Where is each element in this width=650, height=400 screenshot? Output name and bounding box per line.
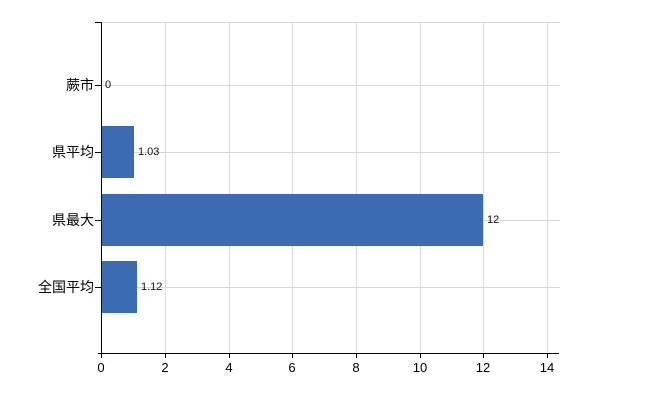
category-label: 全国平均: [38, 279, 94, 295]
x-tick: [420, 354, 421, 358]
x-gridline: [292, 22, 293, 353]
x-tick: [101, 354, 102, 358]
bar: [102, 194, 483, 246]
category-label: 県平均: [52, 144, 94, 160]
category-label: 蕨市: [66, 77, 94, 93]
x-gridline: [483, 22, 484, 353]
y-tick: [95, 85, 101, 86]
y-gridline: [101, 287, 560, 288]
y-axis-top-tick: [95, 22, 101, 23]
x-tick-label: 10: [412, 360, 428, 375]
x-tick-label: 8: [352, 360, 360, 375]
x-gridline: [165, 22, 166, 353]
bar: [102, 126, 134, 178]
x-tick-label: 14: [539, 360, 555, 375]
bar-value-label: 12: [487, 214, 500, 226]
x-gridline: [547, 22, 548, 353]
x-tick: [356, 354, 357, 358]
x-tick: [165, 354, 166, 358]
x-axis-line: [98, 353, 559, 354]
x-tick-label: 4: [225, 360, 233, 375]
x-tick: [547, 354, 548, 358]
x-tick-label: 12: [475, 360, 491, 375]
y-tick: [95, 220, 101, 221]
y-tick: [95, 287, 101, 288]
bar-value-label: 1.12: [141, 281, 163, 293]
bar: [102, 261, 137, 313]
y-gridline: [101, 152, 560, 153]
y-gridline: [101, 85, 560, 86]
x-tick-label: 2: [161, 360, 169, 375]
x-gridline: [420, 22, 421, 353]
x-tick: [229, 354, 230, 358]
plot-top-frame-line: [101, 22, 560, 23]
bar-value-label: 0: [105, 79, 112, 91]
x-tick: [483, 354, 484, 358]
x-gridline: [229, 22, 230, 353]
y-axis-line: [101, 22, 102, 354]
y-tick: [95, 152, 101, 153]
x-gridline: [356, 22, 357, 353]
x-tick-label: 0: [97, 360, 105, 375]
x-tick-label: 6: [288, 360, 296, 375]
category-label: 県最大: [52, 212, 94, 228]
bar-value-label: 1.03: [138, 146, 160, 158]
x-tick: [292, 354, 293, 358]
